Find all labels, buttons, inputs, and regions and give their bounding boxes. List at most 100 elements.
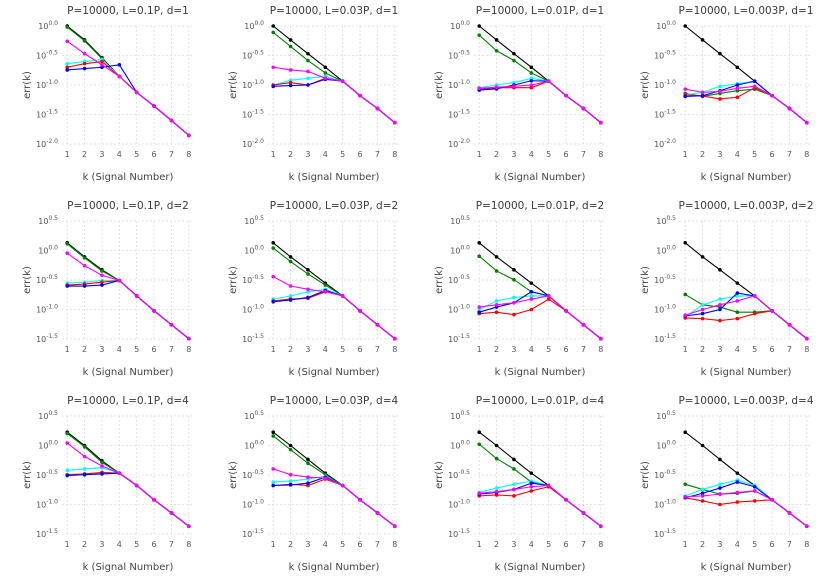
data-point [529, 76, 534, 81]
data-point [735, 281, 740, 285]
series-path [272, 276, 396, 340]
y-tick-label: 10-1.5 [654, 528, 676, 539]
y-axis-label: err(k) [22, 71, 33, 99]
series-path [273, 468, 396, 527]
data-point [598, 524, 603, 528]
x-axis-label: k (Signal Number) [289, 367, 380, 378]
data-point [735, 291, 740, 295]
x-tick-label: 7 [581, 150, 586, 159]
x-tick-label: 1 [65, 540, 70, 549]
data-point [494, 299, 499, 303]
data-point [306, 457, 310, 462]
data-point [529, 65, 534, 70]
x-tick-label: 3 [717, 540, 722, 549]
data-point [804, 336, 809, 341]
data-point [735, 299, 740, 303]
x-tick-label: 7 [787, 345, 792, 354]
data-point [477, 430, 482, 435]
data-point [100, 280, 104, 285]
data-point [358, 498, 362, 502]
x-tick-label: 3 [511, 345, 516, 354]
x-tick-label: 3 [305, 150, 310, 159]
y-tick-label: 100.5 [244, 410, 264, 421]
x-tick-label: 5 [546, 150, 551, 159]
data-point [512, 277, 516, 282]
data-point [804, 120, 809, 125]
x-tick-label: 2 [288, 150, 293, 159]
data-point [683, 292, 688, 297]
data-point [134, 483, 139, 488]
data-point [718, 268, 722, 272]
data-point [392, 120, 397, 125]
y-tick-label: 10-0.5 [242, 50, 264, 61]
data-point [271, 430, 276, 435]
data-point [323, 476, 328, 480]
data-point [271, 480, 276, 484]
data-point [117, 471, 122, 475]
data-point [529, 307, 534, 312]
data-point [288, 298, 293, 302]
y-tick-label: 100.0 [244, 440, 264, 451]
x-tick-label: 8 [598, 150, 603, 159]
data-point [700, 487, 705, 492]
data-point [529, 294, 534, 298]
data-point [306, 268, 310, 272]
series-path [685, 479, 808, 527]
series-line [683, 84, 809, 125]
x-tick-label: 5 [546, 540, 551, 549]
data-point [271, 246, 276, 250]
data-point [700, 38, 705, 42]
data-point [512, 268, 516, 272]
data-point [718, 51, 722, 56]
x-tick-label: 1 [477, 150, 482, 159]
x-tick-label: 2 [494, 540, 499, 549]
x-tick-label: 6 [358, 345, 363, 354]
data-point [82, 51, 87, 56]
series-line [271, 274, 397, 341]
y-tick-label: 10-2.0 [448, 138, 470, 149]
x-axis-label: k (Signal Number) [495, 562, 586, 573]
data-point [735, 490, 740, 495]
data-point [271, 483, 276, 488]
data-point [529, 85, 534, 90]
data-point [117, 278, 122, 283]
data-point [477, 491, 482, 496]
data-point [718, 492, 722, 496]
y-axis-label: err(k) [434, 461, 445, 489]
data-point [700, 90, 705, 95]
data-point [65, 251, 70, 255]
data-point [169, 118, 174, 123]
data-point [65, 284, 70, 288]
data-point [288, 472, 293, 477]
data-point [529, 489, 534, 493]
y-tick-label: 10-1.5 [36, 333, 58, 344]
chart-panel: P=10000, L=0.01P, d=1 100.0 10-0.5 10-1.0 10… [434, 5, 606, 183]
x-tick-label: 7 [169, 150, 174, 159]
x-tick-label: 2 [700, 540, 705, 549]
data-point [804, 524, 809, 528]
data-point [718, 502, 722, 507]
data-point [494, 85, 499, 89]
y-tick-label: 10-0.5 [654, 469, 676, 480]
chart-title: P=10000, L=0.03P, d=4 [270, 395, 399, 407]
x-tick-label: 3 [99, 540, 104, 549]
data-point [271, 24, 276, 28]
y-tick-label: 10-1.5 [654, 333, 676, 344]
x-tick-label: 8 [804, 345, 809, 354]
series-path [685, 85, 808, 124]
data-point [65, 431, 70, 436]
data-point [375, 106, 380, 111]
data-point [288, 83, 293, 88]
data-point [683, 241, 688, 245]
data-point [683, 430, 688, 435]
x-tick-label: 3 [99, 345, 104, 354]
data-point [134, 90, 139, 95]
y-tick-label: 10-1.0 [36, 79, 58, 90]
data-point [82, 454, 87, 459]
x-tick-label: 4 [117, 345, 122, 354]
data-point [718, 84, 722, 89]
data-point [700, 494, 705, 498]
data-point [683, 87, 688, 91]
data-point [735, 310, 740, 314]
